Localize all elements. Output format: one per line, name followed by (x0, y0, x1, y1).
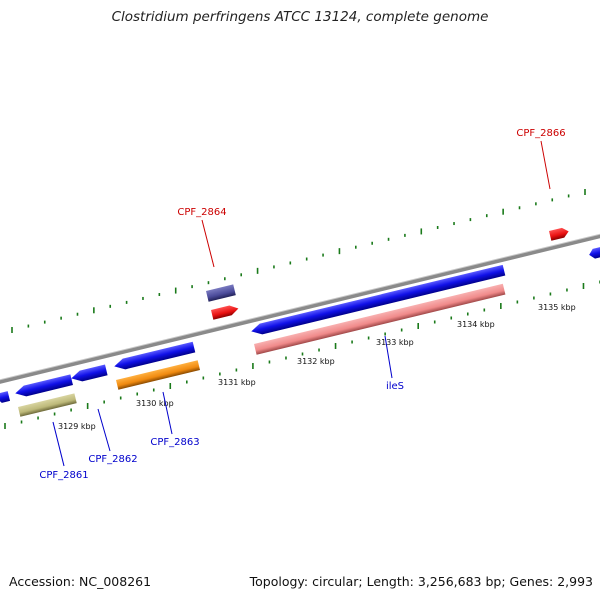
cds-arrow-shape (0, 391, 11, 403)
gene-label: ileS (386, 381, 404, 392)
ies-feature-shape (254, 283, 506, 355)
gene-leader-line (162, 391, 173, 435)
gene-leader-line (384, 335, 393, 379)
gene-features (0, 227, 600, 417)
ies-feature (254, 283, 506, 355)
scale-tick-label: 3129 kbp (58, 422, 96, 431)
scale-tick-label: 3134 kbp (457, 320, 495, 329)
cds-arrow (114, 341, 196, 370)
gene-labels: 3129 kbp 3130 kbp 3131 kbp 3132 kbp 3133 kbp… (39, 128, 575, 481)
trna-arrow-shape (211, 305, 239, 320)
cpf2863-feature (116, 360, 200, 390)
gene-label: CPF_2866 (516, 128, 565, 139)
scale-tick-label: 3135 kbp (538, 303, 576, 312)
cds-arrow-shape (589, 246, 600, 259)
trna-arrow (211, 305, 239, 320)
cpf2861-feature (17, 393, 77, 417)
gene-leader-line (97, 408, 111, 452)
cds-arrow (589, 246, 600, 259)
cpf2864-feature-shape (206, 284, 236, 302)
genome-summary-text: Topology: circular; Length: 3,256,683 bp… (249, 574, 593, 589)
gene-leader-line (52, 421, 65, 467)
scale-tick-label: 3133 kbp (376, 338, 414, 347)
gene-label: CPF_2861 (39, 470, 88, 481)
cds-arrow (251, 264, 506, 335)
backbone-line (0, 234, 600, 384)
cds-arrow (15, 374, 73, 397)
cds-arrow-shape (71, 364, 108, 382)
backbone-highlight (0, 233, 600, 381)
tick-marks (4, 189, 600, 429)
accession-text: Accession: NC_008261 (9, 574, 152, 589)
gene-leader-line (201, 219, 215, 268)
cds-arrow-shape (251, 264, 506, 335)
cds-arrow (71, 364, 108, 382)
gene-label: CPF_2864 (177, 207, 226, 218)
cpf2864-feature (206, 284, 236, 302)
gene-leader-line (540, 140, 551, 190)
genome-backbone (0, 233, 600, 384)
cds-arrow-shape (15, 374, 73, 397)
scale-tick-label: 3132 kbp (297, 357, 335, 366)
trna-arrow-shape (549, 227, 569, 241)
scale-tick-label: 3130 kbp (136, 399, 174, 408)
gene-label: CPF_2863 (150, 437, 199, 448)
gene-label: CPF_2862 (88, 454, 137, 465)
map-title: Clostridium perfringens ATCC 13124, comp… (111, 9, 489, 25)
cds-arrow (0, 391, 11, 403)
scale-tick-label: 3131 kbp (218, 378, 256, 387)
cds-arrow-shape (114, 341, 196, 370)
trna-arrow (549, 227, 569, 241)
cpf2861-feature-shape (17, 393, 77, 417)
cpf2863-feature-shape (116, 360, 200, 390)
